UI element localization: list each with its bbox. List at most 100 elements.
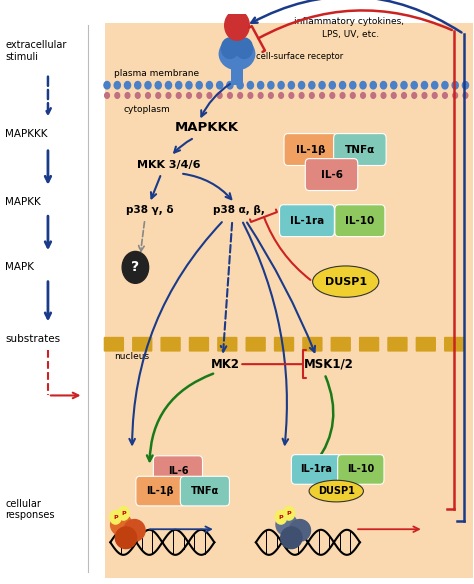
Text: LPS, UV, etc.: LPS, UV, etc. [322, 30, 379, 39]
Circle shape [166, 93, 171, 98]
Circle shape [217, 93, 222, 98]
Circle shape [319, 82, 325, 89]
Text: MKK 3/4/6: MKK 3/4/6 [137, 160, 200, 170]
Circle shape [432, 82, 438, 89]
Text: P: P [113, 515, 118, 520]
Circle shape [217, 82, 223, 89]
Ellipse shape [219, 39, 255, 69]
Circle shape [206, 82, 212, 89]
Circle shape [176, 82, 182, 89]
Circle shape [268, 82, 274, 89]
Circle shape [275, 510, 287, 524]
Ellipse shape [124, 520, 145, 541]
FancyBboxPatch shape [231, 57, 243, 85]
Text: extracellular
stimuli: extracellular stimuli [5, 40, 67, 62]
Text: DUSP1: DUSP1 [318, 486, 355, 496]
Text: P: P [121, 511, 126, 516]
Ellipse shape [281, 527, 302, 548]
Text: MAPK: MAPK [5, 262, 35, 272]
FancyBboxPatch shape [104, 337, 124, 352]
Circle shape [453, 93, 457, 98]
Circle shape [401, 93, 406, 98]
Circle shape [165, 82, 172, 89]
Text: MAPKKK: MAPKKK [174, 121, 238, 134]
FancyBboxPatch shape [334, 134, 386, 165]
FancyBboxPatch shape [246, 337, 266, 352]
Text: MAPKKK: MAPKKK [5, 128, 48, 138]
Circle shape [145, 82, 151, 89]
Circle shape [381, 93, 386, 98]
Ellipse shape [110, 514, 132, 536]
Circle shape [110, 510, 121, 524]
FancyBboxPatch shape [387, 337, 408, 352]
Circle shape [236, 38, 253, 58]
Circle shape [125, 93, 130, 98]
Circle shape [176, 93, 181, 98]
Circle shape [146, 93, 150, 98]
Circle shape [122, 252, 149, 283]
Circle shape [432, 93, 437, 98]
Ellipse shape [289, 520, 310, 541]
FancyBboxPatch shape [284, 134, 337, 165]
FancyBboxPatch shape [136, 477, 185, 506]
Text: IL-1β: IL-1β [146, 486, 174, 496]
Circle shape [289, 93, 294, 98]
Text: IL-1ra: IL-1ra [301, 464, 332, 474]
Circle shape [155, 82, 161, 89]
Text: nucleus: nucleus [114, 352, 149, 361]
Circle shape [319, 93, 324, 98]
FancyBboxPatch shape [444, 337, 465, 352]
Circle shape [401, 82, 407, 89]
Circle shape [370, 82, 376, 89]
FancyBboxPatch shape [337, 455, 384, 484]
Circle shape [371, 93, 375, 98]
Text: DUSP1: DUSP1 [325, 277, 367, 287]
Circle shape [228, 93, 232, 98]
FancyBboxPatch shape [302, 337, 322, 352]
Text: MK2: MK2 [210, 357, 240, 371]
Circle shape [299, 82, 305, 89]
Text: ?: ? [131, 260, 139, 274]
FancyBboxPatch shape [132, 337, 153, 352]
Circle shape [462, 82, 468, 89]
Circle shape [283, 506, 295, 520]
Ellipse shape [276, 514, 297, 536]
FancyBboxPatch shape [330, 337, 351, 352]
Circle shape [221, 38, 238, 58]
FancyBboxPatch shape [217, 337, 237, 352]
Circle shape [248, 93, 253, 98]
FancyBboxPatch shape [305, 159, 358, 190]
Circle shape [360, 82, 366, 89]
Circle shape [279, 93, 283, 98]
Circle shape [187, 93, 191, 98]
Circle shape [258, 93, 263, 98]
Circle shape [115, 93, 119, 98]
Circle shape [136, 93, 140, 98]
Circle shape [125, 82, 130, 89]
FancyBboxPatch shape [189, 337, 209, 352]
Circle shape [463, 93, 468, 98]
Text: IL-1β: IL-1β [295, 145, 325, 155]
Circle shape [299, 93, 304, 98]
FancyBboxPatch shape [105, 23, 474, 578]
Circle shape [443, 93, 447, 98]
Text: MSK1/2: MSK1/2 [304, 357, 354, 371]
Circle shape [392, 93, 396, 98]
Text: plasma membrane: plasma membrane [114, 69, 199, 78]
Circle shape [350, 93, 355, 98]
Text: IL-10: IL-10 [347, 464, 374, 474]
Circle shape [196, 82, 202, 89]
Circle shape [340, 93, 345, 98]
FancyBboxPatch shape [180, 477, 229, 506]
FancyBboxPatch shape [160, 337, 181, 352]
Circle shape [330, 93, 335, 98]
Circle shape [135, 82, 141, 89]
FancyBboxPatch shape [335, 205, 385, 237]
Ellipse shape [309, 480, 364, 502]
Circle shape [288, 82, 294, 89]
Text: TNFα: TNFα [345, 145, 375, 155]
Circle shape [422, 93, 427, 98]
Circle shape [186, 82, 192, 89]
Circle shape [350, 82, 356, 89]
Circle shape [411, 82, 417, 89]
